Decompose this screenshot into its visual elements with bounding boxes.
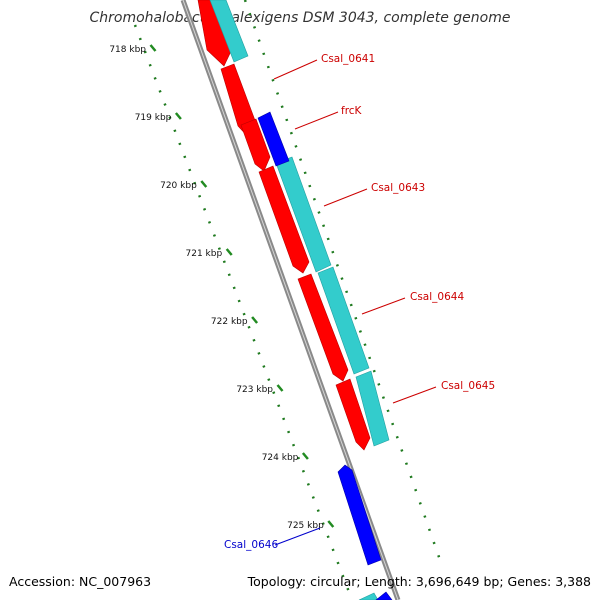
tick-label: 720 kbp bbox=[160, 181, 197, 191]
tick-label: 721 kbp bbox=[186, 249, 223, 259]
map-title: Chromohalobacter salexigens DSM 3043, co… bbox=[90, 10, 511, 26]
gene-feature[interactable] bbox=[358, 592, 379, 600]
gene-feature[interactable] bbox=[355, 370, 390, 447]
gene-feature[interactable] bbox=[317, 266, 370, 375]
cds-reverse-track bbox=[257, 111, 393, 600]
tick-ring: 718 kbp 719 kbp 720 kbp 721 kbp 722 kbp 723 k… bbox=[109, 24, 354, 600]
tick-mark bbox=[301, 452, 309, 460]
cds-forward-feature[interactable] bbox=[335, 378, 371, 451]
gene-label[interactable]: Csal_0645 bbox=[441, 380, 495, 392]
cds-forward-feature[interactable] bbox=[197, 0, 234, 67]
tick-mark bbox=[200, 180, 208, 188]
gene-label[interactable]: Csal_0644 bbox=[410, 291, 464, 303]
outer-dotted-ring bbox=[243, 0, 442, 561]
tick-label: 724 kbp bbox=[262, 453, 299, 463]
tick-label: 723 kbp bbox=[236, 385, 273, 395]
gene-label[interactable]: Csal_0646 bbox=[224, 539, 278, 551]
label-leader-lines bbox=[273, 59, 437, 546]
tick-label: 719 kbp bbox=[135, 113, 172, 123]
tick-mark bbox=[225, 248, 233, 256]
tick-mark bbox=[149, 44, 157, 52]
cds-reverse-feature[interactable] bbox=[337, 464, 382, 566]
tick-label: 718 kbp bbox=[109, 45, 146, 55]
tick-mark bbox=[251, 316, 259, 324]
gene-feature[interactable] bbox=[209, 0, 249, 63]
gene-track bbox=[209, 0, 390, 600]
tick-label: 725 kbp bbox=[287, 521, 324, 531]
tick-mark bbox=[276, 384, 284, 392]
cds-reverse-feature[interactable] bbox=[375, 591, 393, 600]
gene-label[interactable]: Csal_0643 bbox=[371, 182, 425, 194]
backbone bbox=[180, 0, 401, 600]
gene-label[interactable]: Csal_0641 bbox=[321, 53, 375, 65]
gene-label[interactable]: frcK bbox=[341, 105, 363, 117]
cds-forward-feature[interactable] bbox=[240, 118, 271, 172]
accession-text: Accession: NC_007963 bbox=[9, 574, 151, 589]
cds-forward-feature[interactable] bbox=[258, 165, 310, 274]
cds-forward-feature[interactable] bbox=[297, 273, 349, 382]
gene-labels: Csal_0641 frcK Csal_0643 Csal_0644 Csal_… bbox=[224, 53, 495, 551]
cds-forward-track bbox=[197, 0, 371, 451]
tick-label: 722 kbp bbox=[211, 317, 248, 327]
genome-summary-text: Topology: circular; Length: 3,696,649 bp… bbox=[247, 574, 591, 589]
tick-mark bbox=[327, 520, 335, 528]
tick-mark bbox=[174, 112, 182, 120]
cds-reverse-feature[interactable] bbox=[257, 111, 290, 167]
